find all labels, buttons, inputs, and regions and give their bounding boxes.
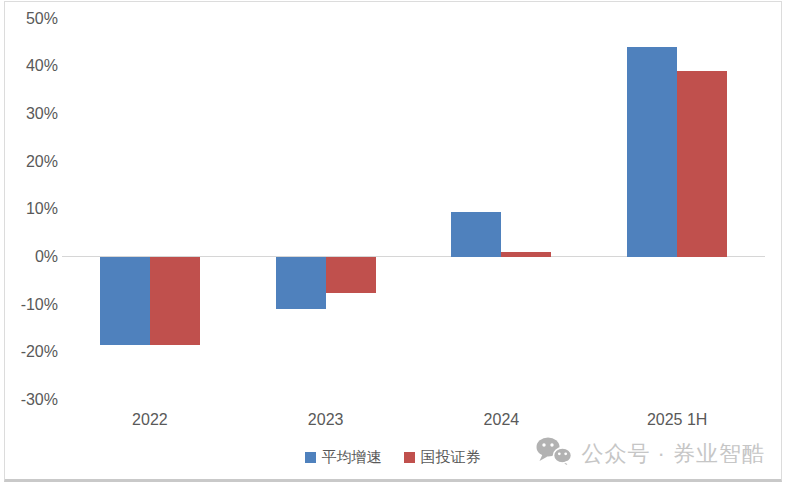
legend-swatch	[404, 452, 415, 463]
watermark-text: 公众号 · 券业智酷	[581, 439, 765, 469]
y-tick-label: 40%	[6, 57, 58, 75]
y-tick-label: -30%	[6, 391, 58, 409]
x-tick-label-2025 1H: 2025 1H	[617, 411, 737, 429]
y-tick-label: -20%	[6, 343, 58, 361]
legend-swatch	[305, 452, 316, 463]
bar-平均增速-2023	[276, 257, 326, 309]
x-tick-label-2023: 2023	[266, 411, 386, 429]
bar-平均增速-2022	[100, 257, 150, 345]
legend-item-国投证券: 国投证券	[404, 448, 481, 467]
legend-label: 国投证券	[421, 448, 481, 467]
bar-国投证券-2023	[326, 257, 376, 293]
wechat-icon	[535, 436, 573, 472]
bar-国投证券-2022	[150, 257, 200, 345]
x-tick-label-2024: 2024	[441, 411, 561, 429]
y-tick-label: -10%	[6, 296, 58, 314]
bar-国投证券-2024	[501, 252, 551, 257]
bar-平均增速-2025 1H	[627, 47, 677, 257]
y-tick-label: 50%	[6, 10, 58, 28]
bar-平均增速-2024	[451, 212, 501, 257]
legend-label: 平均增速	[322, 448, 382, 467]
y-tick-label: 20%	[6, 153, 58, 171]
y-tick-label: 30%	[6, 105, 58, 123]
watermark: 公众号 · 券业智酷	[535, 436, 765, 472]
chart-card: 50% 40% 30% 20% 10% 0% -10% -20% -30% 2022 2023 20…	[0, 0, 785, 485]
bar-chart: 50% 40% 30% 20% 10% 0% -10% -20% -30% 2022 2023 20…	[0, 0, 785, 485]
x-tick-label-2022: 2022	[90, 411, 210, 429]
y-tick-label: 10%	[6, 200, 58, 218]
bar-国投证券-2025 1H	[677, 71, 727, 257]
legend-item-平均增速: 平均增速	[305, 448, 382, 467]
y-tick-label: 0%	[6, 248, 58, 266]
